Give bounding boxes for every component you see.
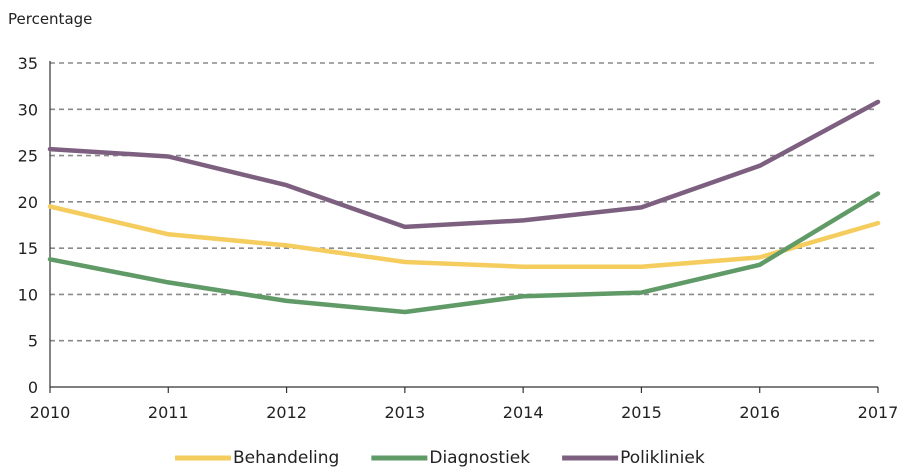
x-tick-label: 2014 [503, 403, 544, 422]
y-tick-label: 35 [18, 54, 38, 73]
y-axis-title: Percentage [8, 10, 92, 28]
x-tick-label: 2013 [384, 403, 425, 422]
series-line-behandeling [47, 204, 881, 269]
x-tick-label: 2012 [266, 403, 307, 422]
y-tick-labels: 0 5 10 15 20 25 30 35 [18, 54, 38, 397]
gridlines [50, 62, 878, 342]
legend-label: Polikliniek [620, 448, 705, 468]
y-tick-label: 25 [18, 147, 38, 166]
y-tick-label: 10 [18, 285, 38, 304]
legend-label: Behandeling [233, 448, 339, 468]
y-tick-label: 5 [28, 332, 38, 351]
y-tick-label: 15 [18, 239, 38, 258]
y-tick-label: 20 [18, 193, 38, 212]
x-tick-label: 2016 [739, 403, 780, 422]
x-tick-label: 2015 [621, 403, 662, 422]
x-tick-labels: 2010 2011 2012 2013 2014 2015 2016 2017 [30, 403, 899, 422]
series-line-polikliniek [47, 99, 881, 230]
x-tick-label: 2017 [858, 403, 899, 422]
x-tick-label: 2011 [148, 403, 189, 422]
legend-label: Diagnostiek [429, 448, 530, 468]
y-tick-label: 30 [18, 100, 38, 119]
x-tick-label: 2010 [30, 403, 71, 422]
y-tick-label: 0 [28, 378, 38, 397]
series-lines [47, 99, 881, 315]
legend: Behandeling Diagnostiek Polikliniek [175, 448, 705, 468]
series-line-diagnostiek [47, 191, 881, 315]
axes [49, 61, 879, 393]
